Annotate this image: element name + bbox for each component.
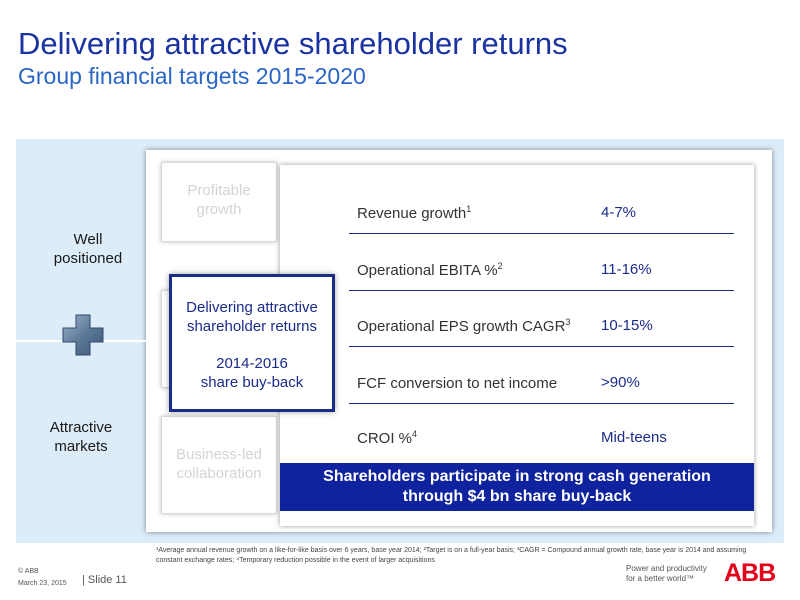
well-positioned-label: Well positioned [33, 230, 143, 268]
slide-subtitle: Group financial targets 2015-2020 [18, 63, 366, 89]
abb-logo: ABB [724, 559, 776, 587]
pillar-business-led-collaboration: Business-led collaboration [161, 416, 277, 514]
pillar-top-line-1: Profitable [187, 182, 251, 199]
pillar-profitable-growth: Profitable growth [161, 162, 277, 242]
date: March 23, 2015 [18, 580, 67, 587]
row-divider [349, 232, 734, 234]
attractive-markets-line-1: Attractive [49, 419, 113, 436]
callout-line-4: share buy-back [200, 374, 304, 391]
target-value: 10-15% [601, 317, 653, 334]
target-row-revenue: Revenue growth1 4-7% [349, 176, 734, 234]
row-divider [349, 402, 734, 404]
target-value: 4-7% [601, 204, 637, 221]
slide-number: | Slide 11 [82, 574, 127, 586]
target-row-fcf: FCF conversion to net income >90% [349, 346, 734, 404]
target-label: Revenue growth1 [357, 204, 472, 222]
target-row-croi: CROI %4 Mid-teens [349, 401, 734, 459]
target-row-ebita: Operational EBITA %2 11-16% [349, 233, 734, 291]
pillar-bottom-line-1: Business-led [176, 446, 262, 463]
plus-icon [62, 314, 104, 356]
slide-title: Delivering attractive shareholder return… [18, 26, 568, 61]
banner-line-2: through $4 bn share buy-back [402, 488, 632, 505]
pillar-top-line-2: growth [196, 201, 242, 218]
callout-line-1: Delivering attractive [186, 299, 318, 316]
row-divider [349, 289, 734, 291]
tagline-line-1: Power and productivity [626, 564, 707, 573]
target-label: FCF conversion to net income [357, 375, 558, 392]
target-value: Mid-teens [601, 429, 667, 446]
pillar-bottom-line-2: collaboration [176, 465, 262, 482]
tagline-line-2: for a better world™ [626, 574, 695, 583]
target-label: Operational EPS growth CAGR3 [357, 317, 571, 335]
target-row-eps: Operational EPS growth CAGR3 10-15% [349, 289, 734, 347]
tagline: Power and productivity for a better worl… [626, 564, 707, 584]
attractive-markets-line-2: markets [54, 438, 108, 455]
target-value: 11-16% [601, 261, 652, 278]
banner-line-1: Shareholders participate in strong cash … [323, 468, 711, 485]
buyback-callout: Delivering attractive shareholder return… [169, 274, 335, 412]
copyright: © ABB [18, 568, 39, 575]
row-divider [349, 345, 734, 347]
callout-line-3: 2014-2016 [216, 355, 288, 372]
target-value: >90% [601, 374, 640, 391]
target-label: Operational EBITA %2 [357, 261, 503, 279]
target-label: CROI %4 [357, 429, 418, 447]
attractive-markets-label: Attractive markets [26, 418, 136, 456]
well-positioned-line-1: Well [73, 231, 103, 248]
shareholder-banner: Shareholders participate in strong cash … [280, 463, 754, 511]
footnote: ¹Average annual revenue growth on a like… [156, 547, 747, 564]
well-positioned-line-2: positioned [53, 250, 123, 267]
callout-line-2: shareholder returns [186, 318, 318, 335]
